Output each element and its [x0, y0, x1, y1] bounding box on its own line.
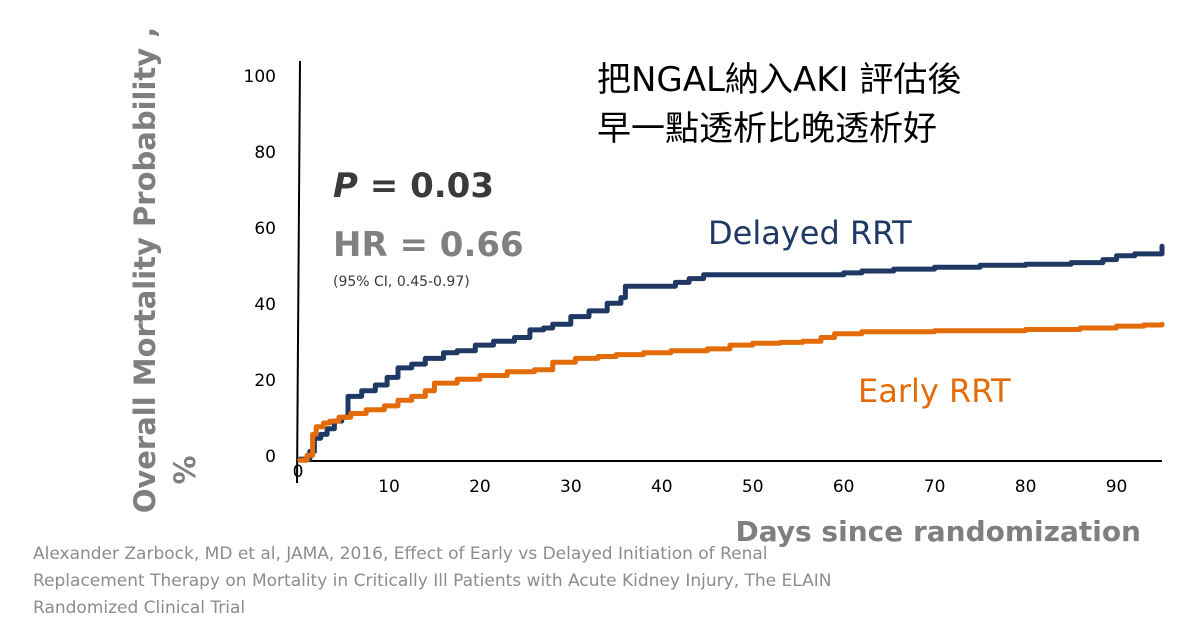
hazard-ratio-annotation: HR = 0.66: [333, 225, 524, 265]
x-tick-label-40: 40: [651, 477, 673, 497]
y-tick-label-40: 40: [254, 295, 276, 315]
y-tick-labels: 0 20 40 60 80 100: [244, 67, 276, 467]
x-tick-labels: 0 10 20 30 40 50 60 70 80 90: [293, 462, 1128, 497]
citation: Alexander Zarbock, MD et al, JAMA, 2016,…: [33, 541, 1033, 622]
x-axis-title: Days since randomization: [735, 515, 1141, 548]
chart-title-line-2: 早一點透析比晚透析好: [597, 109, 937, 149]
series-label-delayed-rrt: Delayed RRT: [708, 214, 912, 252]
y-tick-label-80: 80: [254, 143, 276, 163]
x-tick-label-30: 30: [560, 477, 582, 497]
p-value-symbol: P: [333, 166, 358, 206]
y-tick-label-60: 60: [254, 219, 276, 239]
y-axis-title-unit: %: [168, 455, 202, 484]
x-tick-label-60: 60: [833, 477, 855, 497]
y-tick-label-20: 20: [254, 371, 276, 391]
series-lines: [297, 243, 1165, 463]
p-value-annotation: P = 0.03: [333, 166, 494, 206]
citation-line-3: Randomized Clinical Trial: [33, 598, 246, 618]
series-label-early-rrt: Early RRT: [858, 372, 1011, 410]
x-tick-label-90: 90: [1106, 477, 1128, 497]
x-tick-label-10: 10: [378, 477, 400, 497]
y-tick-label-100: 100: [244, 67, 276, 87]
y-tick-label-0: 0: [265, 447, 276, 467]
y-axis-line: [296, 60, 301, 484]
chart-title-line-1: 把NGAL納入AKI 評估後: [597, 60, 961, 100]
x-tick-label-0: 0: [293, 462, 304, 482]
citation-line-2: Replacement Therapy on Mortality in Crit…: [33, 571, 832, 591]
citation-line-1: Alexander Zarbock, MD et al, JAMA, 2016,…: [33, 544, 768, 564]
confidence-interval-annotation: (95% CI, 0.45-0.97): [333, 274, 470, 290]
y-axis-title: Overall Mortality Probability ,: [128, 27, 162, 514]
series-line-early-rrt: [297, 321, 1165, 463]
series-line-delayed-rrt: [297, 243, 1165, 462]
x-tick-label-80: 80: [1015, 477, 1037, 497]
p-value-text: = 0.03: [358, 166, 494, 206]
x-tick-label-50: 50: [742, 477, 764, 497]
x-tick-label-70: 70: [924, 477, 946, 497]
x-tick-label-20: 20: [469, 477, 491, 497]
